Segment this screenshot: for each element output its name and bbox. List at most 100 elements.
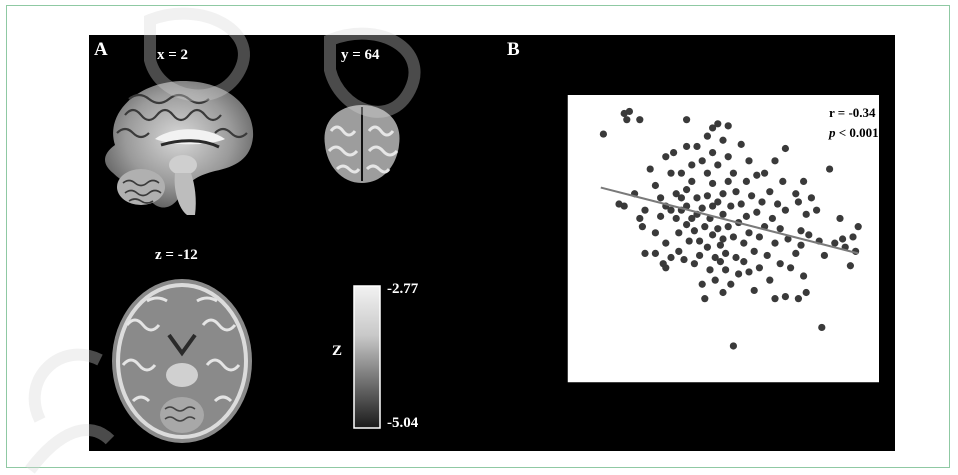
data-point (742, 177, 751, 185)
data-point (745, 268, 753, 276)
stat-p-rest: < 0.001 (836, 125, 879, 140)
data-point (800, 272, 808, 280)
figure: A x = 2 y = 64 z = -12 (89, 35, 895, 451)
data-point (698, 157, 706, 165)
data-point (755, 233, 764, 241)
data-point (651, 229, 660, 237)
regression-line (600, 186, 859, 255)
data-point (675, 229, 683, 237)
data-point (651, 249, 660, 257)
data-point (696, 237, 704, 245)
data-point (839, 235, 847, 243)
data-point (740, 258, 748, 266)
data-point (623, 116, 631, 124)
data-point (667, 253, 675, 262)
data-point (724, 177, 732, 185)
data-point (625, 107, 634, 116)
data-point (737, 140, 745, 148)
data-point (750, 286, 758, 295)
stat-p-italic: p (828, 125, 836, 140)
colorbar (353, 285, 381, 429)
data-point (745, 157, 753, 165)
data-point (709, 231, 717, 239)
data-point (750, 247, 758, 255)
data-point (677, 169, 686, 177)
y-tick-label: 0 (551, 210, 558, 225)
data-point (732, 253, 740, 262)
data-point (688, 177, 696, 185)
data-point (701, 295, 709, 303)
data-point (599, 130, 607, 138)
data-point (758, 198, 766, 206)
coronal-label: y = 64 (341, 47, 380, 63)
data-point (703, 132, 712, 140)
data-point (784, 235, 792, 243)
data-point (688, 161, 696, 169)
x-tick-label: 1 (772, 391, 779, 406)
y-tick-label: 3 (551, 87, 558, 102)
data-point (753, 208, 761, 216)
data-point (667, 206, 675, 214)
data-point (719, 190, 727, 198)
x-axis-label: Trait hope (688, 427, 755, 443)
data-point (716, 241, 725, 249)
data-point (662, 264, 670, 272)
data-point (807, 194, 816, 202)
data-point (719, 288, 727, 297)
data-point (662, 153, 670, 161)
data-point (709, 179, 717, 188)
y-tick-label: -2 (546, 293, 557, 308)
colorbar-title: Z (332, 343, 343, 359)
data-point (693, 194, 701, 202)
scatter-chart: -3 -2 -1 0 1 2 3 -4 -3 -2 -1 0 1 2 3 r = -0.34 p < 0.0… (526, 87, 882, 443)
axial-brain-image (112, 279, 252, 443)
data-point (737, 200, 745, 208)
data-point (667, 169, 675, 177)
data-point (724, 153, 732, 161)
data-point (641, 249, 649, 257)
data-point (719, 136, 727, 144)
data-point (703, 169, 712, 177)
data-point (794, 198, 803, 206)
data-point (657, 212, 665, 220)
data-point (745, 229, 753, 237)
data-point (831, 239, 839, 247)
data-point (657, 194, 665, 202)
data-point (719, 235, 727, 243)
data-point (636, 116, 644, 124)
data-point (776, 225, 784, 233)
data-point (854, 223, 862, 231)
data-point (675, 247, 683, 255)
data-point (722, 266, 730, 274)
data-point (771, 295, 779, 303)
data-point (836, 214, 844, 223)
data-point (690, 227, 699, 235)
data-point (735, 270, 743, 278)
data-point (703, 192, 712, 200)
data-point (680, 255, 688, 264)
data-point (766, 188, 774, 196)
data-point (683, 202, 691, 210)
y-tick-label: -4 (546, 375, 557, 390)
data-point (724, 122, 732, 130)
data-point (797, 241, 805, 249)
data-point (781, 144, 790, 153)
data-point (761, 169, 769, 177)
data-point (722, 249, 730, 257)
stat-r: r = -0.34 (829, 105, 876, 120)
data-point (701, 223, 709, 231)
data-point (797, 227, 805, 235)
data-point (729, 233, 738, 241)
data-point (698, 280, 706, 288)
data-point (771, 239, 779, 247)
data-point (709, 149, 717, 157)
data-point (740, 239, 748, 247)
data-point (651, 181, 660, 190)
data-point (709, 124, 717, 132)
data-point (683, 221, 691, 229)
data-point (802, 288, 810, 297)
x-tick-label: 2 (824, 391, 831, 406)
data-point (683, 186, 691, 194)
data-point (802, 210, 810, 218)
data-point (670, 149, 678, 157)
